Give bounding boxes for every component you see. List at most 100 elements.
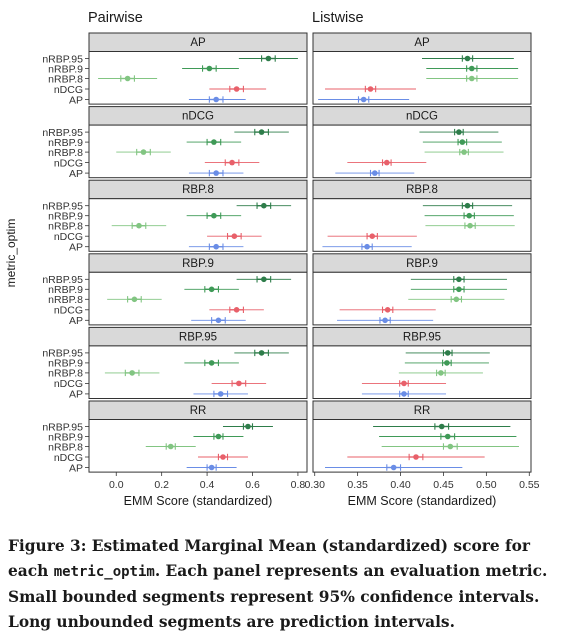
estimate-point [208, 360, 215, 366]
panel-strip-label: RR [414, 405, 431, 417]
estimate-point [217, 391, 224, 397]
estimate-point [213, 243, 219, 250]
estimate-point [466, 212, 473, 219]
y-tick-label: nRBP.95 [42, 127, 83, 139]
y-tick-label: nRBP.8 [48, 221, 83, 233]
panel-body [88, 198, 308, 252]
panel-strip-label: AP [414, 37, 430, 49]
x-tick-label: 0.35 [347, 479, 368, 491]
estimate-point [211, 139, 217, 145]
estimate-point [444, 350, 451, 356]
x-tick-label: 0.45 [433, 479, 454, 491]
y-tick-label: nRBP.8 [48, 73, 83, 85]
panel-strip-label: RBP.9 [406, 258, 438, 270]
estimate-point [131, 296, 138, 303]
x-tick-label: 0.4 [200, 479, 215, 491]
estimate-point [220, 454, 226, 460]
estimate-point [384, 307, 391, 313]
estimate-point [213, 96, 219, 103]
estimate-point [261, 202, 267, 209]
estimate-point [213, 170, 219, 176]
estimate-point [459, 139, 466, 145]
y-tick-label: nRBP.9 [48, 137, 83, 149]
estimate-point [167, 443, 174, 450]
estimate-point [206, 65, 213, 72]
x-tick-label: 0.8 [291, 479, 306, 491]
y-tick-label: nRBP.9 [48, 63, 83, 75]
estimate-point [258, 350, 265, 356]
panel-body [312, 198, 532, 252]
estimate-point [456, 129, 462, 135]
estimate-point [384, 159, 390, 166]
y-tick-label: nRBP.8 [48, 294, 83, 306]
estimate-point [464, 202, 471, 209]
estimate-point [369, 233, 376, 239]
estimate-point [233, 307, 240, 313]
figure-caption: Figure 3: Estimated Marginal Mean (stand… [8, 534, 556, 635]
y-tick-label: nDCG [54, 378, 83, 390]
estimate-point [233, 86, 240, 92]
estimate-point [456, 286, 462, 293]
x-axis-title: EMM Score (standardized) [124, 494, 273, 508]
y-tick-label: nRBP.9 [48, 284, 83, 296]
caption-prefix: Figure 3: Estimated Marginal Mean (stand… [8, 537, 530, 580]
panel-strip-label: AP [190, 37, 206, 49]
estimate-point [453, 296, 460, 303]
panel-body [312, 51, 532, 105]
estimate-point [211, 212, 217, 219]
estimate-point [438, 423, 445, 430]
estimate-point [444, 360, 450, 366]
estimate-point [265, 55, 272, 62]
panel-strip-label: nDCG [182, 111, 214, 123]
estimate-point [229, 159, 235, 166]
panel-body [88, 419, 308, 473]
x-tick-label: 0.50 [476, 479, 497, 491]
y-tick-label: nDCG [54, 452, 83, 464]
y-tick-label: nRBP.95 [42, 421, 83, 433]
panel-body [88, 124, 308, 179]
panel-body [312, 124, 532, 179]
column-title-listwise: Listwise [312, 10, 364, 26]
estimate-point [401, 380, 407, 387]
y-tick-label: nRBP.9 [48, 431, 83, 443]
y-tick-label: AP [69, 242, 83, 254]
estimate-point [208, 286, 215, 293]
caption-suffix: . Each panel represents an evaluation me… [8, 562, 548, 631]
x-tick-label: 0.55 [519, 479, 540, 491]
y-tick-label: AP [69, 315, 83, 327]
estimate-point [140, 149, 147, 155]
estimate-point [215, 433, 222, 440]
x-tick-label: 0.0 [109, 479, 124, 491]
estimate-point [413, 454, 419, 460]
estimate-point [236, 380, 242, 387]
x-tick-label: 0.2 [154, 479, 169, 491]
column-title-pairwise: Pairwise [88, 10, 143, 26]
panel-strip-label: RR [190, 405, 207, 417]
y-tick-label: AP [69, 94, 83, 106]
estimate-point [468, 65, 475, 72]
y-tick-label: AP [69, 389, 83, 401]
y-tick-label: nRBP.8 [48, 368, 83, 380]
estimate-point [360, 96, 367, 103]
y-tick-label: AP [69, 168, 83, 180]
panel-body [88, 345, 308, 399]
estimate-point [136, 222, 142, 229]
y-tick-label: nDCG [54, 305, 83, 317]
estimate-point [401, 391, 407, 397]
estimate-point [129, 370, 135, 376]
estimate-point [208, 464, 215, 471]
y-tick-label: nRBP.95 [42, 274, 83, 286]
estimate-point [231, 233, 238, 239]
panel-strip-label: nDCG [406, 111, 438, 123]
estimate-point [456, 276, 462, 283]
estimate-point [371, 170, 378, 176]
panel-strip-label: RBP.8 [182, 184, 214, 196]
estimate-point [215, 317, 222, 324]
y-tick-label: nRBP.8 [48, 441, 83, 453]
panel-body [312, 271, 532, 326]
caption-code: metric_optim [53, 564, 155, 580]
y-axis-title: metric_optim [4, 219, 18, 288]
estimate-point [258, 129, 265, 135]
estimate-point [390, 464, 397, 471]
panel-strip-label: RBP.8 [406, 184, 438, 196]
